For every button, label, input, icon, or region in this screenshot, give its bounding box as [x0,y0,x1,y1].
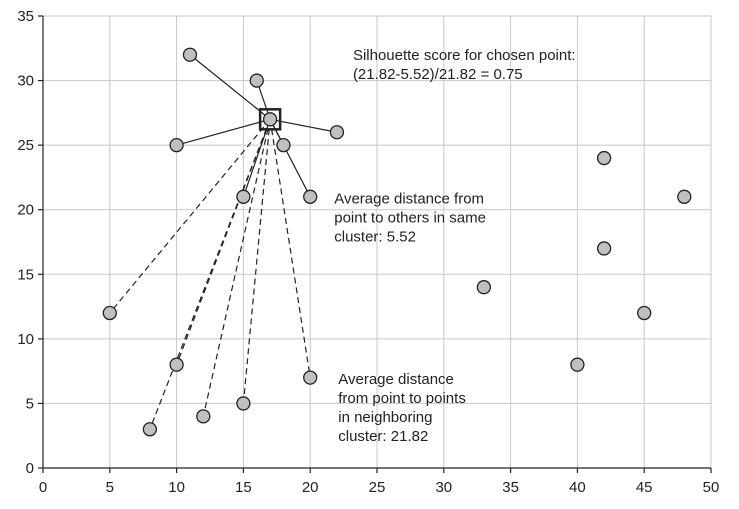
x-tick-label: 30 [435,479,452,496]
other-cluster-point [596,241,612,256]
annotation-line: from point to points [338,390,466,407]
y-tick-label: 25 [17,137,34,154]
neighbor-cluster-point [303,370,318,385]
y-tick-label: 10 [17,331,34,348]
same-cluster-distance-line [176,118,271,146]
distance-lines [109,54,338,430]
grid [43,15,712,468]
x-tick-label: 25 [369,479,386,496]
annotation-text: Average distance from point to others in … [334,190,486,245]
neighbor-cluster-point [102,305,117,321]
annotation-line: Average distance from [334,190,484,207]
x-tick-label: 5 [106,479,114,496]
neighbor-cluster-point [236,396,251,411]
same-cluster-point [236,189,251,204]
y-tick-label: 0 [26,460,34,477]
other-cluster-point [677,189,692,204]
data-points [102,47,692,437]
x-tick-label: 50 [703,479,720,496]
x-tick-label: 20 [302,479,319,496]
annotation-line: point to others in same [334,209,486,226]
annotation-text: Average distance from point to points in n… [338,371,466,445]
chosen-point-marker [258,108,282,131]
same-cluster-distance-line [269,119,311,198]
y-tick-label: 20 [17,202,34,219]
y-tick-label: 30 [17,73,34,90]
y-tick-label: 5 [26,395,34,412]
annotations: Silhouette score for chosen point: (21.82… [334,47,575,445]
same-cluster-point [303,189,318,204]
neighbor-cluster-point [169,357,184,372]
other-cluster-point [476,280,492,295]
x-tick-label: 0 [39,479,47,496]
x-tick-label: 45 [636,479,653,496]
same-cluster-point [249,73,264,88]
neighbor-cluster-point [196,409,211,424]
chosen-point [262,112,278,127]
annotation-line: Average distance [338,371,454,388]
neighbor-cluster-distance-line [109,118,271,314]
x-tick-label: 40 [569,479,586,496]
neighbor-cluster-distance-line [202,119,271,417]
annotation-line: (21.82-5.52)/21.82 = 0.75 [353,66,523,83]
other-cluster-point [596,150,612,166]
neighbor-cluster-distance-line [242,119,271,404]
same-cluster-distance-line [189,54,271,120]
y-tick-label: 35 [17,8,34,25]
axes: 0 5 10 15 20 25 30 35 40 45 50 0 5 10 15 20 25 30 35 [17,8,719,496]
annotation-line: Silhouette score for chosen point: [353,47,576,64]
annotation-line: in neighboring [338,409,432,426]
annotation-line: cluster: 21.82 [338,428,428,445]
other-cluster-point [637,305,652,321]
same-cluster-point [276,137,291,153]
x-tick-label: 15 [235,479,252,496]
annotation-text: Silhouette score for chosen point: (21.82… [353,47,576,83]
neighbor-cluster-distance-line [149,119,271,430]
same-cluster-point [169,137,184,153]
x-tick-label: 35 [502,479,519,496]
annotation-line: cluster: 5.52 [334,228,416,245]
y-tick-label: 15 [17,266,34,283]
same-cluster-point [182,47,198,62]
same-cluster-point [329,125,345,140]
neighbor-cluster-point [142,422,158,437]
neighbor-cluster-distance-line [269,119,311,378]
other-cluster-point [570,357,585,372]
x-tick-label: 10 [168,479,185,496]
